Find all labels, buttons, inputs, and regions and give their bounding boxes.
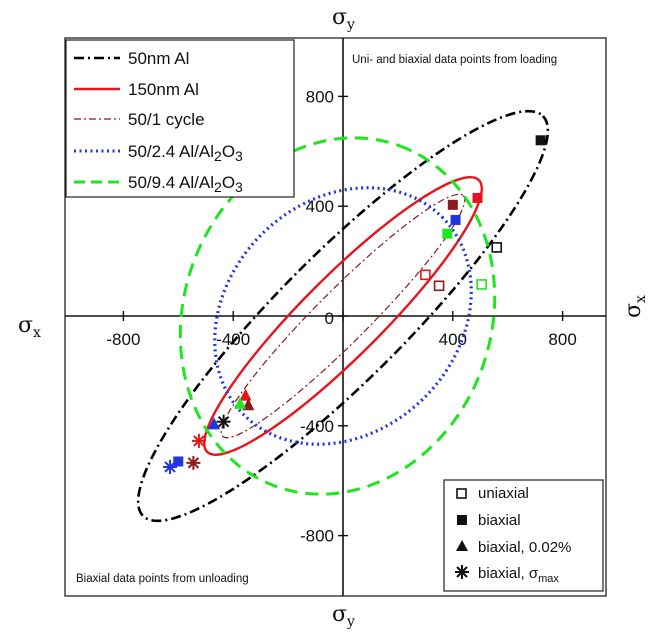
x-tick-label: 800 [548, 330, 576, 349]
data-point-biaxial [450, 214, 461, 225]
data-point-biaxial [173, 456, 184, 467]
x-tick-label: -800 [106, 330, 140, 349]
data-point-biaxial-002 [239, 388, 252, 401]
data-point-biaxial [472, 192, 483, 203]
x-tick-label: -400 [216, 330, 250, 349]
legend-marker-filled-square [457, 515, 467, 525]
data-point-biaxial-smax [191, 433, 206, 448]
legend-label-50nm-al: 50nm Al [128, 49, 189, 68]
legend-label-biaxial: biaxial [478, 512, 521, 529]
points-layer [163, 135, 546, 474]
x-ticks: -800 -400 400 800 [106, 311, 577, 349]
y-tick-label: -800 [300, 527, 334, 546]
data-point-biaxial-002 [242, 398, 255, 411]
series-ellipse-0 [136, 109, 550, 523]
data-point-biaxial-smax [186, 455, 201, 470]
legend-label-50-2-4: 50/2.4 Al/Al2O3 [128, 142, 243, 164]
legend-marker-asterisk [455, 565, 469, 579]
annotation-unloading: Biaxial data points from unloading [76, 573, 249, 585]
right-axis-label: σx [621, 295, 649, 318]
legend-label-50-1-cycle: 50/1 cycle [128, 110, 205, 129]
series-layer [136, 109, 550, 523]
data-point-biaxial-002 [234, 396, 247, 409]
top-axis-label: σy [332, 5, 355, 33]
series-ellipse-3 [213, 186, 473, 446]
series-ellipse-1 [203, 176, 483, 456]
data-point-biaxial [535, 135, 546, 146]
y-tick-label: 400 [306, 197, 334, 216]
plot-frame [64, 37, 607, 597]
data-point-biaxial [447, 199, 458, 210]
y-ticks: 800 400 0 -400 -800 [300, 87, 348, 546]
marker-legend-box [443, 479, 604, 592]
legend-label-biaxial-002: biaxial, 0.02% [478, 539, 571, 556]
x-tick-label: 400 [439, 330, 467, 349]
series-ellipse-2 [220, 193, 466, 439]
legend-label-biaxial-smax: biaxial, σmax [478, 565, 559, 585]
data-point-uniaxial [476, 279, 487, 290]
series-ellipse-4 [178, 136, 497, 496]
data-point-biaxial-002 [207, 417, 220, 430]
y-tick-label: 800 [306, 87, 334, 106]
data-point-uniaxial [433, 280, 445, 292]
legend-label-50-9-4: 50/9.4 Al/Al2O3 [128, 173, 243, 195]
legend-marker-open-square [456, 488, 467, 499]
left-axis-label: σx [18, 313, 41, 341]
annotation-loading: Uni- and biaxial data points from loadin… [352, 54, 557, 66]
data-point-biaxial-smax [216, 414, 231, 429]
data-point-uniaxial [420, 269, 431, 281]
legend-label-150nm-al: 150nm Al [128, 80, 199, 99]
series-legend: 50nm Al 150nm Al 50/1 cycle 50/2.4 Al/Al… [65, 39, 295, 198]
data-point-uniaxial [491, 242, 503, 253]
y-tick-label: 0 [325, 309, 334, 328]
y-tick-label: -400 [300, 417, 334, 436]
legend-label-uniaxial: uniaxial [478, 485, 529, 502]
legend-marker-triangle [456, 540, 468, 551]
data-point-biaxial-smax [163, 459, 178, 474]
data-point-biaxial [442, 228, 453, 239]
bottom-axis-label: σy [332, 602, 355, 630]
marker-legend: uniaxial biaxial biaxial, 0.02% biaxial,… [443, 479, 604, 592]
